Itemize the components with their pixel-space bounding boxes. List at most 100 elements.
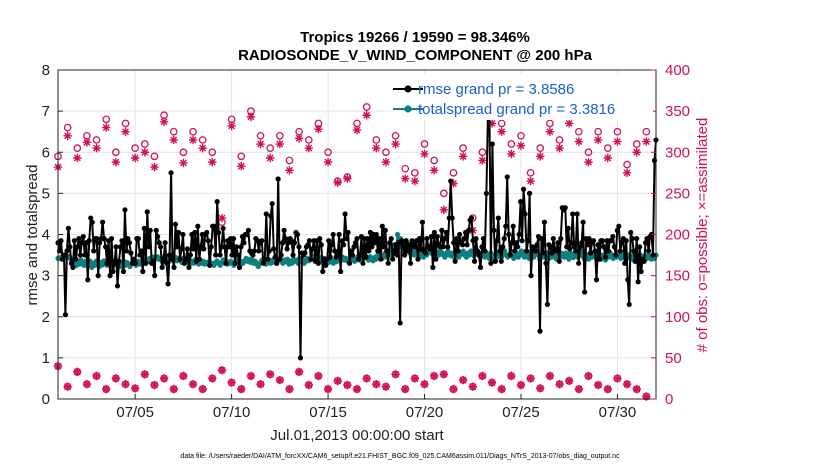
- rmse-point: [211, 223, 217, 229]
- rmse-point: [297, 355, 304, 361]
- rmse-point: [141, 225, 147, 231]
- rmse-point: [452, 258, 458, 264]
- rmse-point: [186, 264, 192, 270]
- rmse-point: [241, 240, 247, 246]
- rmse-point: [251, 248, 257, 254]
- rmse-point: [335, 252, 341, 258]
- rmse-point: [616, 223, 622, 229]
- rmse-point: [534, 242, 540, 248]
- rmse-point: [388, 236, 394, 242]
- obs-assimilated-point: [63, 131, 72, 140]
- obs-possible-point: [63, 123, 72, 132]
- y-tick-label: 0: [42, 391, 50, 408]
- rmse-point: [614, 227, 620, 233]
- legend-rmse-marker: [404, 85, 412, 93]
- rmse-point: [126, 240, 133, 246]
- y-axis-label-right: # of obs: o=possible; ×=assimilated: [694, 118, 711, 353]
- rmse-point: [201, 246, 207, 252]
- rmse-point: [567, 246, 573, 252]
- rmse-point: [381, 244, 387, 250]
- rmse-point: [290, 252, 296, 258]
- rmse-point: [562, 205, 568, 211]
- obs-possible-point: [92, 136, 101, 144]
- rmse-point: [86, 238, 92, 244]
- rmse-point: [613, 252, 619, 258]
- obs-assimilated-point: [516, 141, 526, 150]
- rmse-point: [576, 260, 582, 266]
- rmse-point: [558, 236, 564, 242]
- rmse-point: [384, 248, 390, 254]
- obs-assimilated-point: [613, 374, 622, 383]
- rmse-point: [229, 252, 235, 258]
- obs-assimilated-point: [256, 139, 265, 149]
- obs-assimilated-point: [439, 370, 449, 379]
- rmse-point: [308, 256, 314, 262]
- rmse-point: [95, 273, 101, 279]
- rmse-point: [565, 225, 571, 231]
- rmse-point: [143, 260, 149, 266]
- rmse-point: [349, 252, 356, 258]
- spread-point: [394, 231, 401, 238]
- rmse-point: [500, 244, 506, 250]
- obs-possible-point: [275, 131, 284, 140]
- rmse-point: [71, 238, 77, 244]
- rmse-point: [412, 244, 418, 250]
- rmse-point: [623, 238, 629, 244]
- obs-assimilated-point: [352, 384, 362, 394]
- rmse-point: [159, 264, 165, 270]
- obs-assimilated-point: [603, 384, 612, 394]
- rmse-point: [172, 221, 179, 227]
- chart-title: Tropics 19266 / 19590 = 98.346%: [300, 29, 530, 46]
- rmse-point: [547, 244, 553, 250]
- rmse-point: [155, 233, 161, 240]
- obs-assimilated-point: [362, 374, 371, 383]
- rmse-point: [196, 256, 202, 262]
- obs-assimilated-point: [130, 384, 140, 393]
- obs-assimilated-point: [246, 371, 256, 381]
- rmse-point: [204, 229, 210, 236]
- obs-possible-point: [266, 144, 275, 152]
- rmse-point: [122, 207, 128, 213]
- rmse-point: [479, 244, 485, 250]
- rmse-point: [451, 240, 457, 246]
- rmse-point: [455, 248, 461, 254]
- obs-possible-point: [517, 131, 525, 140]
- obs-assimilated-point: [478, 156, 487, 165]
- rmse-point: [637, 244, 643, 250]
- obs-possible-point: [285, 156, 294, 165]
- obs-assimilated-point: [622, 168, 632, 178]
- rmse-point: [345, 229, 351, 236]
- rmse-point: [506, 231, 512, 238]
- obs-assimilated-point: [564, 119, 574, 128]
- rmse-point: [471, 258, 478, 264]
- rmse-point: [245, 227, 252, 233]
- rmse-point: [650, 252, 656, 258]
- obs-assimilated-point: [468, 382, 477, 391]
- rmse-point: [291, 240, 298, 246]
- rmse-point: [146, 244, 152, 250]
- rmse-point: [207, 262, 213, 268]
- rmse-point: [351, 244, 357, 250]
- rmse-point: [339, 238, 345, 244]
- rmse-point: [329, 242, 335, 248]
- obs-possible-point: [73, 144, 82, 152]
- rmse-point: [632, 258, 638, 264]
- rmse-point: [628, 229, 634, 236]
- obs-assimilated-point: [130, 153, 140, 163]
- obs-assimilated-point: [227, 378, 236, 387]
- y-tick-label-right: 50: [665, 350, 682, 367]
- obs-assimilated-point: [343, 380, 352, 390]
- rmse-point: [390, 256, 396, 262]
- rmse-point: [354, 236, 360, 242]
- rmse-point: [595, 242, 601, 248]
- rmse-point: [259, 238, 265, 244]
- rmse-point: [541, 219, 548, 225]
- rmse-point: [416, 236, 423, 242]
- obs-assimilated-point: [323, 157, 333, 167]
- series-obs-bottom-assimilated: [53, 361, 651, 401]
- obs-assimilated-point: [420, 379, 429, 389]
- rmse-point: [476, 252, 482, 258]
- obs-assimilated-point: [478, 371, 487, 381]
- rmse-point: [440, 244, 446, 250]
- rmse-point: [158, 244, 164, 250]
